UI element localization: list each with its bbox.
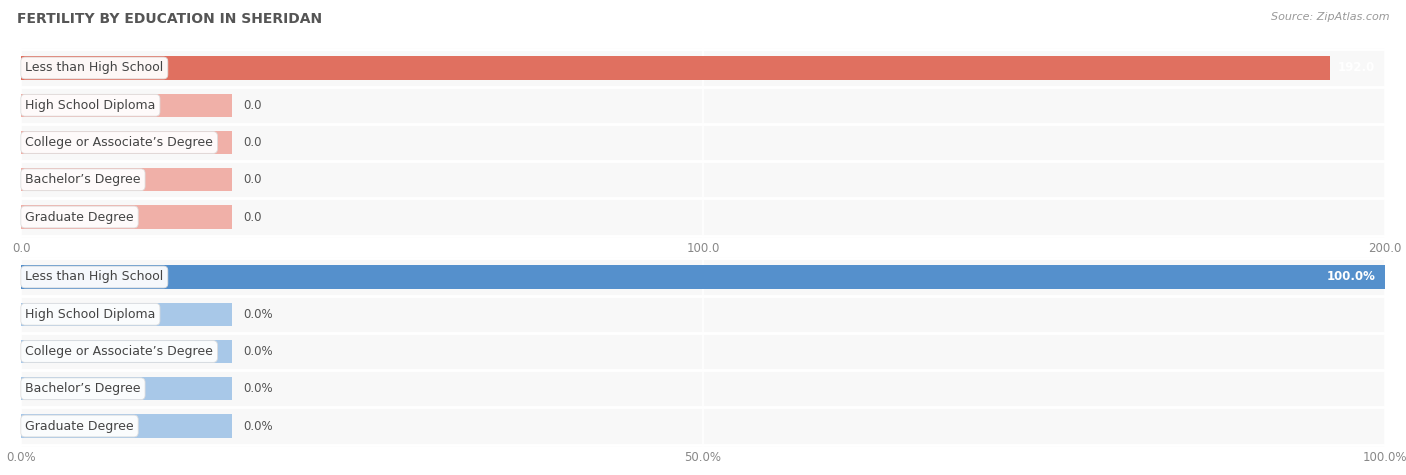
Bar bbox=[21, 266, 1385, 288]
Text: 0.0%: 0.0% bbox=[243, 382, 273, 395]
Text: Less than High School: Less than High School bbox=[25, 61, 163, 75]
Bar bbox=[21, 199, 1385, 236]
Text: 0.0: 0.0 bbox=[243, 210, 262, 224]
Text: 0.0: 0.0 bbox=[243, 99, 262, 112]
Text: Graduate Degree: Graduate Degree bbox=[25, 210, 134, 224]
Bar bbox=[21, 370, 1385, 408]
Text: FERTILITY BY EDUCATION IN SHERIDAN: FERTILITY BY EDUCATION IN SHERIDAN bbox=[17, 12, 322, 26]
Bar bbox=[21, 131, 232, 154]
Bar bbox=[21, 86, 1385, 124]
Bar bbox=[21, 161, 1385, 199]
Bar bbox=[21, 340, 232, 363]
Text: Less than High School: Less than High School bbox=[25, 270, 163, 284]
Text: 192.0: 192.0 bbox=[1339, 61, 1375, 75]
Bar bbox=[21, 57, 1330, 79]
Bar bbox=[21, 94, 232, 117]
Text: College or Associate’s Degree: College or Associate’s Degree bbox=[25, 345, 214, 358]
Bar bbox=[21, 295, 1385, 333]
Text: 100.0%: 100.0% bbox=[1326, 270, 1375, 284]
Bar bbox=[21, 206, 232, 228]
Text: Bachelor’s Degree: Bachelor’s Degree bbox=[25, 173, 141, 186]
Bar bbox=[21, 333, 1385, 370]
Text: Graduate Degree: Graduate Degree bbox=[25, 419, 134, 433]
Bar bbox=[21, 258, 1385, 295]
Bar bbox=[21, 124, 1385, 161]
Text: 0.0: 0.0 bbox=[243, 173, 262, 186]
Text: High School Diploma: High School Diploma bbox=[25, 308, 156, 321]
Bar bbox=[21, 168, 232, 191]
Bar bbox=[21, 49, 1385, 86]
Bar bbox=[21, 415, 232, 437]
Bar bbox=[21, 377, 232, 400]
Text: Source: ZipAtlas.com: Source: ZipAtlas.com bbox=[1271, 12, 1389, 22]
Text: 0.0%: 0.0% bbox=[243, 419, 273, 433]
Text: High School Diploma: High School Diploma bbox=[25, 99, 156, 112]
Text: 0.0%: 0.0% bbox=[243, 308, 273, 321]
Text: College or Associate’s Degree: College or Associate’s Degree bbox=[25, 136, 214, 149]
Bar bbox=[21, 408, 1385, 445]
Bar bbox=[21, 303, 232, 326]
Text: 0.0: 0.0 bbox=[243, 136, 262, 149]
Text: Bachelor’s Degree: Bachelor’s Degree bbox=[25, 382, 141, 395]
Text: 0.0%: 0.0% bbox=[243, 345, 273, 358]
